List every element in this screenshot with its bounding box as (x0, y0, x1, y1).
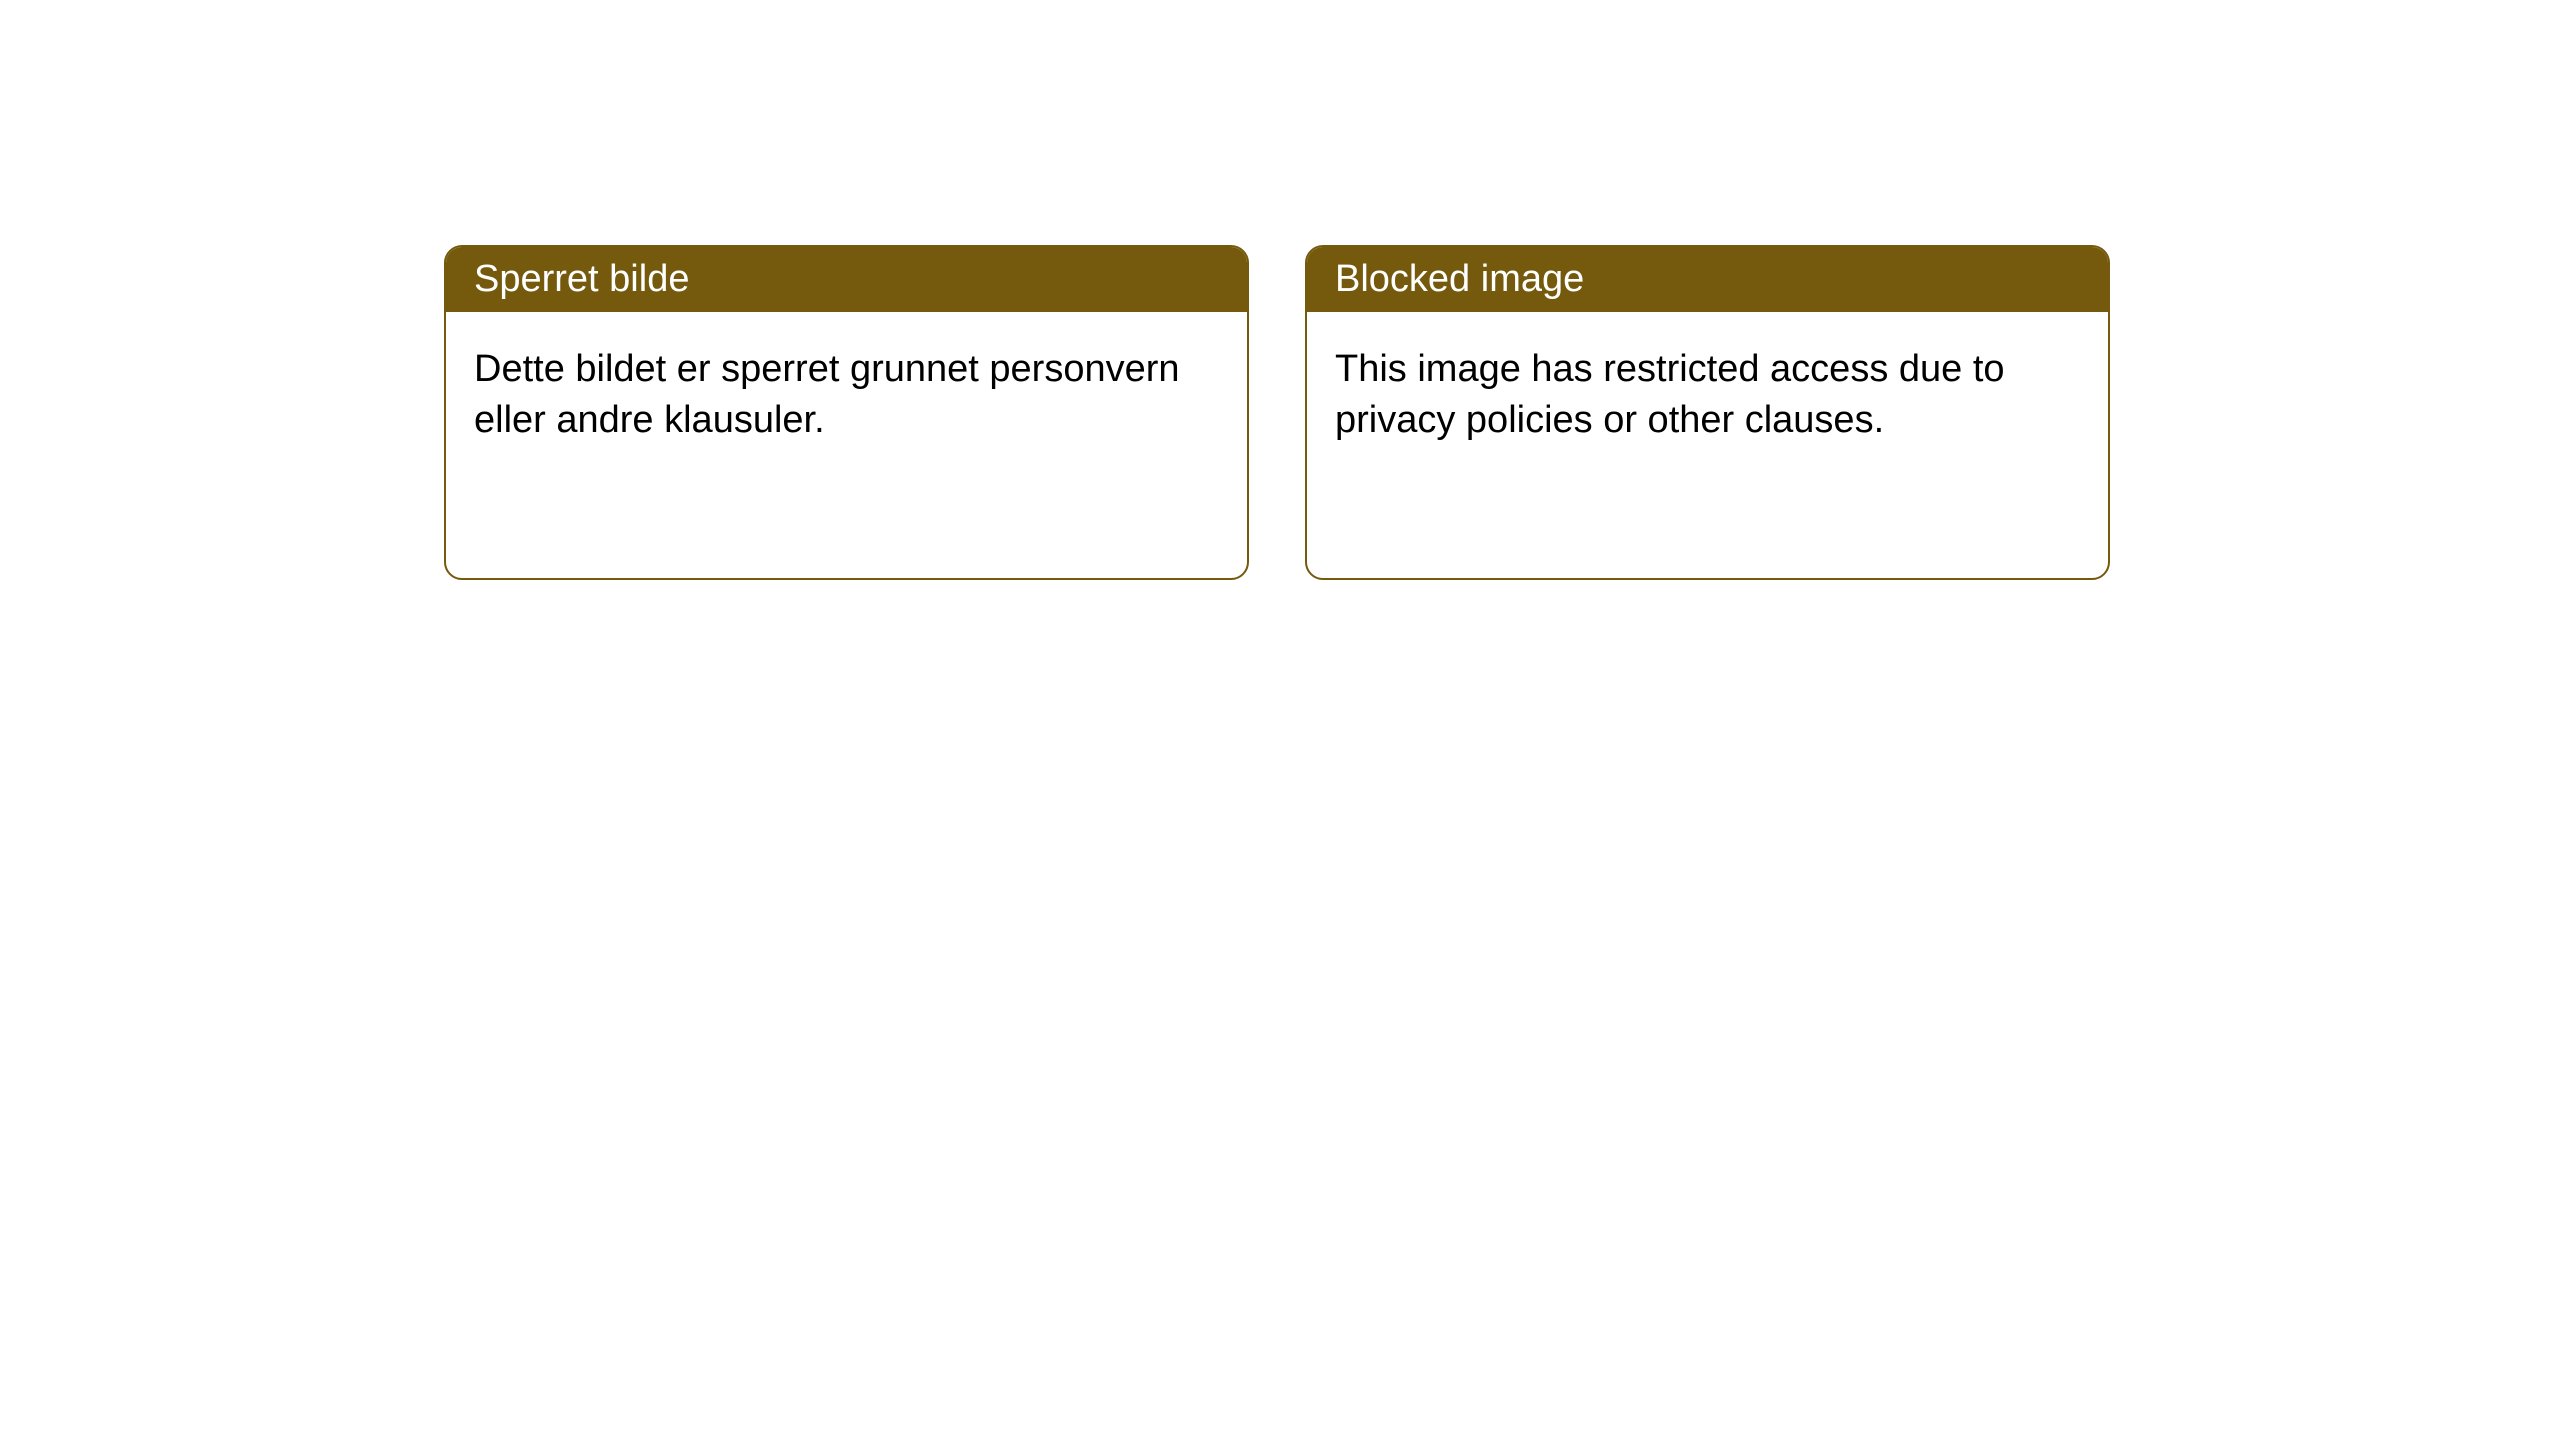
cards-container: Sperret bilde Dette bildet er sperret gr… (0, 0, 2560, 580)
card-body: This image has restricted access due to … (1307, 312, 2108, 479)
card-body-text: This image has restricted access due to … (1335, 348, 2005, 441)
card-body: Dette bildet er sperret grunnet personve… (446, 312, 1247, 479)
card-title: Blocked image (1335, 258, 1584, 300)
card-body-text: Dette bildet er sperret grunnet personve… (474, 348, 1180, 441)
card-header: Blocked image (1307, 247, 2108, 312)
blocked-image-card-no: Sperret bilde Dette bildet er sperret gr… (444, 245, 1249, 580)
card-title: Sperret bilde (474, 258, 689, 300)
card-header: Sperret bilde (446, 247, 1247, 312)
blocked-image-card-en: Blocked image This image has restricted … (1305, 245, 2110, 580)
